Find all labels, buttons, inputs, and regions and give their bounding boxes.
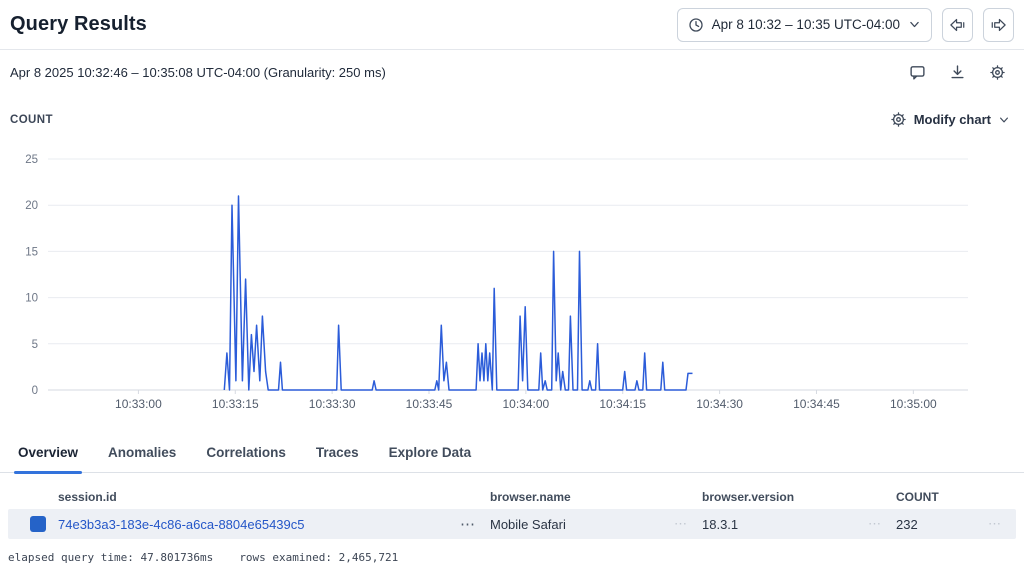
modify-chart-label: Modify chart	[913, 112, 991, 127]
series-color-swatch	[30, 516, 46, 532]
tab-explore-data[interactable]: Explore Data	[389, 437, 472, 472]
time-range-label: Apr 8 10:32 – 10:35 UTC-04:00	[711, 17, 900, 32]
svg-text:0: 0	[32, 385, 38, 397]
results-table: session.id browser.name browser.version …	[0, 485, 1024, 539]
svg-text:10:33:45: 10:33:45	[406, 397, 453, 411]
previous-time-window-button[interactable]	[942, 7, 973, 42]
svg-text:10:35:00: 10:35:00	[890, 397, 937, 411]
column-header-session-id: session.id	[58, 490, 117, 504]
rows-examined: rows examined: 2,465,721	[239, 551, 399, 564]
toolbar-icons	[909, 64, 1006, 81]
query-stats-footer: elapsed query time: 47.801736ms rows exa…	[0, 539, 1024, 564]
column-header-browser-version: browser.version	[702, 490, 795, 504]
svg-text:10:33:00: 10:33:00	[115, 397, 162, 411]
count-cell: 232 ⋯	[896, 516, 1016, 532]
row-menu-ellipsis-icon[interactable]: ⋯	[460, 516, 476, 533]
ellipsis-icon: ⋯	[674, 516, 688, 531]
session-id-link[interactable]: 74e3b3a3-183e-4c86-a6ca-8804e65439c5	[58, 516, 305, 532]
next-time-window-button[interactable]	[983, 7, 1014, 42]
settings-button[interactable]	[989, 64, 1006, 81]
browser-name-cell: Mobile Safari ⋯	[490, 516, 702, 532]
ellipsis-icon: ⋯	[988, 516, 1002, 531]
tab-correlations[interactable]: Correlations	[206, 437, 286, 472]
svg-text:10:33:15: 10:33:15	[212, 397, 259, 411]
svg-text:20: 20	[25, 200, 38, 212]
svg-text:10:34:15: 10:34:15	[599, 397, 646, 411]
count-line-chart[interactable]: 0 5 10 15 20 25 10:33:00 10:33:15 10:33:30 10:33:…	[0, 145, 1024, 413]
browser-version-value: 18.3.1	[702, 516, 739, 532]
tab-overview[interactable]: Overview	[13, 437, 83, 474]
clock-icon	[688, 17, 704, 33]
column-header-browser-name: browser.name	[490, 490, 571, 504]
browser-name-value: Mobile Safari	[490, 516, 566, 532]
ellipsis-icon: ⋯	[868, 516, 882, 531]
column-header-count: COUNT	[896, 490, 939, 504]
table-row[interactable]: 74e3b3a3-183e-4c86-a6ca-8804e65439c5 ⋯ M…	[8, 509, 1016, 539]
comment-button[interactable]	[909, 64, 926, 81]
svg-text:10: 10	[25, 293, 38, 305]
svg-text:10:34:30: 10:34:30	[696, 397, 743, 411]
svg-text:5: 5	[32, 339, 38, 351]
tab-traces[interactable]: Traces	[316, 437, 359, 472]
page-title: Query Results	[10, 13, 147, 35]
time-range-button[interactable]: Apr 8 10:32 – 10:35 UTC-04:00	[676, 7, 932, 42]
chart-area: 0 5 10 15 20 25 10:33:00 10:33:15 10:33:30 10:33:…	[0, 145, 1024, 413]
chart-metric-label: COUNT	[10, 113, 53, 126]
count-value: 232	[896, 516, 918, 532]
svg-text:10:34:00: 10:34:00	[503, 397, 550, 411]
session-id-cell: 74e3b3a3-183e-4c86-a6ca-8804e65439c5 ⋯	[8, 515, 490, 533]
next-arrow-icon	[990, 17, 1007, 33]
table-header-row: session.id browser.name browser.version …	[8, 485, 1016, 509]
comment-icon	[909, 64, 926, 81]
svg-text:10:34:45: 10:34:45	[793, 397, 840, 411]
modify-chart-button[interactable]: Modify chart	[890, 111, 1010, 128]
browser-version-cell: 18.3.1 ⋯	[702, 516, 896, 532]
result-tabs: Overview Anomalies Correlations Traces E…	[0, 437, 1024, 474]
download-button[interactable]	[949, 64, 966, 81]
prev-arrow-icon	[949, 17, 966, 33]
svg-text:25: 25	[25, 154, 38, 166]
chevron-down-icon	[908, 18, 921, 31]
tab-anomalies[interactable]: Anomalies	[108, 437, 176, 472]
gear-icon	[890, 111, 907, 128]
query-toolbar: Apr 8 2025 10:32:46 – 10:35:08 UTC-04:00…	[0, 50, 1024, 94]
svg-text:15: 15	[25, 246, 38, 258]
query-time-summary: Apr 8 2025 10:32:46 – 10:35:08 UTC-04:00…	[10, 64, 386, 80]
download-icon	[949, 64, 966, 81]
elapsed-query-time: elapsed query time: 47.801736ms	[8, 551, 214, 564]
page-header: Query Results Apr 8 10:32 – 10:35 UTC-04…	[0, 0, 1024, 50]
header-controls: Apr 8 10:32 – 10:35 UTC-04:00	[676, 7, 1014, 42]
chart-header: COUNT Modify chart	[0, 94, 1024, 145]
svg-text:10:33:30: 10:33:30	[309, 397, 356, 411]
gear-icon	[989, 64, 1006, 81]
chevron-down-icon	[998, 114, 1010, 126]
